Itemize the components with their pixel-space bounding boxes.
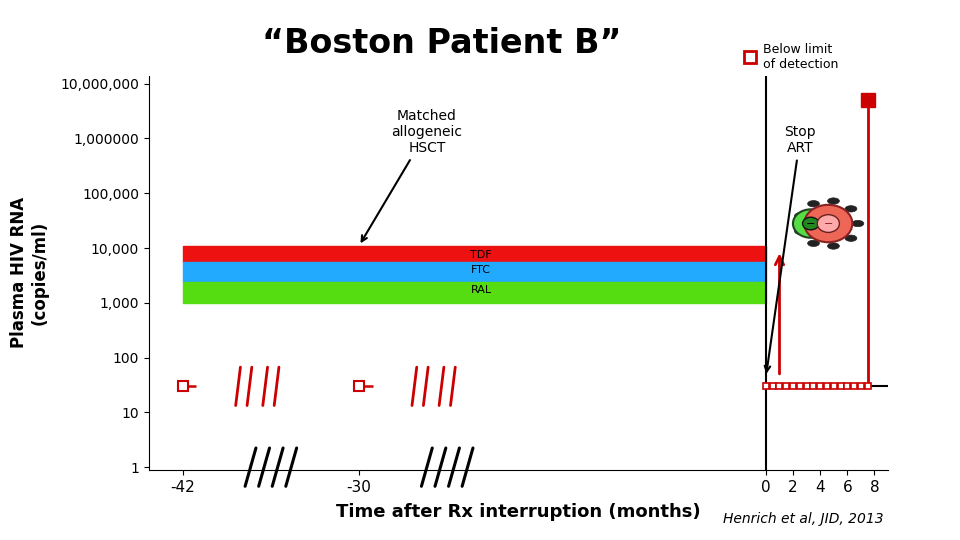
- Circle shape: [852, 220, 864, 227]
- Circle shape: [845, 206, 857, 212]
- Text: FTC: FTC: [471, 266, 492, 275]
- Text: RAL: RAL: [470, 285, 492, 295]
- Circle shape: [845, 235, 857, 241]
- Circle shape: [795, 228, 806, 234]
- Text: Stop
ART: Stop ART: [765, 125, 816, 372]
- Text: Matched
allogeneic
HSCT: Matched allogeneic HSCT: [362, 109, 463, 241]
- Circle shape: [795, 213, 806, 219]
- Circle shape: [807, 200, 820, 207]
- Ellipse shape: [793, 210, 828, 238]
- Circle shape: [807, 240, 820, 246]
- Circle shape: [828, 243, 839, 249]
- Ellipse shape: [803, 217, 819, 230]
- Text: TDF: TDF: [470, 250, 492, 260]
- Text: “Boston Patient B”: “Boston Patient B”: [262, 27, 621, 60]
- Text: −: −: [806, 219, 815, 228]
- Circle shape: [828, 198, 839, 204]
- Text: −: −: [824, 219, 833, 228]
- Ellipse shape: [804, 205, 852, 242]
- Y-axis label: Plasma HIV RNA
(copies/ml): Plasma HIV RNA (copies/ml): [11, 197, 49, 348]
- Text: Below limit
of detection: Below limit of detection: [763, 43, 839, 71]
- Ellipse shape: [817, 215, 839, 232]
- X-axis label: Time after Rx interruption (months): Time after Rx interruption (months): [336, 503, 701, 521]
- Text: Henrich et al, JID, 2013: Henrich et al, JID, 2013: [723, 512, 883, 526]
